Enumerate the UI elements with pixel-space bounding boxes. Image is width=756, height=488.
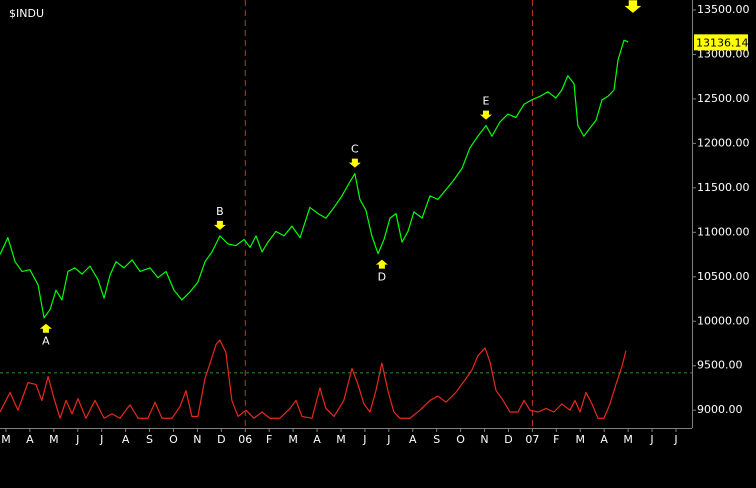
x-tick-label: N	[480, 433, 488, 446]
x-tick-label: F	[266, 433, 272, 446]
last-value-label: 13136.14	[696, 36, 749, 49]
x-tick-label: J	[649, 433, 653, 446]
annotation-arrow	[375, 259, 388, 269]
y-tick-label: 9500.00	[697, 359, 743, 372]
chart-title: $INDU	[9, 7, 44, 20]
x-tick-label: 07	[525, 433, 539, 446]
last-value-box	[694, 34, 748, 51]
annotation-label: B	[216, 205, 224, 218]
annotation-label: D	[378, 271, 386, 284]
annotation-arrow	[624, 0, 642, 13]
x-tick-label: A	[313, 433, 321, 446]
x-tick-label: J	[386, 433, 390, 446]
y-tick-label: 12500.00	[697, 92, 750, 105]
y-tick-label: 9000.00	[697, 403, 743, 416]
x-tick-label: M	[49, 433, 59, 446]
series-line	[0, 339, 627, 419]
annotation-arrow	[39, 323, 52, 333]
x-tick-label: A	[600, 433, 608, 446]
y-tick-label: 10500.00	[697, 270, 750, 283]
annotation-label: A	[42, 335, 50, 348]
y-tick-label: 11500.00	[697, 181, 750, 194]
annotation-arrow	[479, 110, 492, 120]
x-tick-label: S	[433, 433, 440, 446]
x-tick-label: D	[217, 433, 225, 446]
annotation-arrow	[348, 158, 361, 168]
y-tick-label: 10000.00	[697, 314, 750, 327]
x-tick-label: O	[169, 433, 178, 446]
x-tick-label: J	[75, 433, 79, 446]
x-tick-label: A	[409, 433, 417, 446]
y-tick-label: 13500.00	[697, 3, 750, 16]
y-tick-label: 13000.00	[697, 47, 750, 60]
x-tick-label: O	[456, 433, 465, 446]
annotation-label: E	[483, 95, 490, 108]
x-tick-label: J	[362, 433, 366, 446]
x-tick-label: N	[193, 433, 201, 446]
y-tick-label: 11000.00	[697, 225, 750, 238]
x-tick-label: M	[336, 433, 346, 446]
x-tick-label: M	[288, 433, 298, 446]
series-line	[0, 39, 629, 319]
x-tick-label: 06	[238, 433, 252, 446]
x-tick-label: M	[1, 433, 11, 446]
x-tick-label: D	[504, 433, 512, 446]
x-tick-label: A	[26, 433, 34, 446]
annotation-label: C	[351, 143, 359, 156]
x-tick-label: J	[673, 433, 677, 446]
x-tick-label: F	[553, 433, 559, 446]
x-tick-label: M	[576, 433, 586, 446]
annotation-arrow	[213, 220, 226, 230]
x-tick-label: S	[146, 433, 153, 446]
y-tick-label: 12000.00	[697, 136, 750, 149]
x-tick-label: A	[122, 433, 130, 446]
x-tick-label: M	[623, 433, 633, 446]
x-tick-label: J	[99, 433, 103, 446]
